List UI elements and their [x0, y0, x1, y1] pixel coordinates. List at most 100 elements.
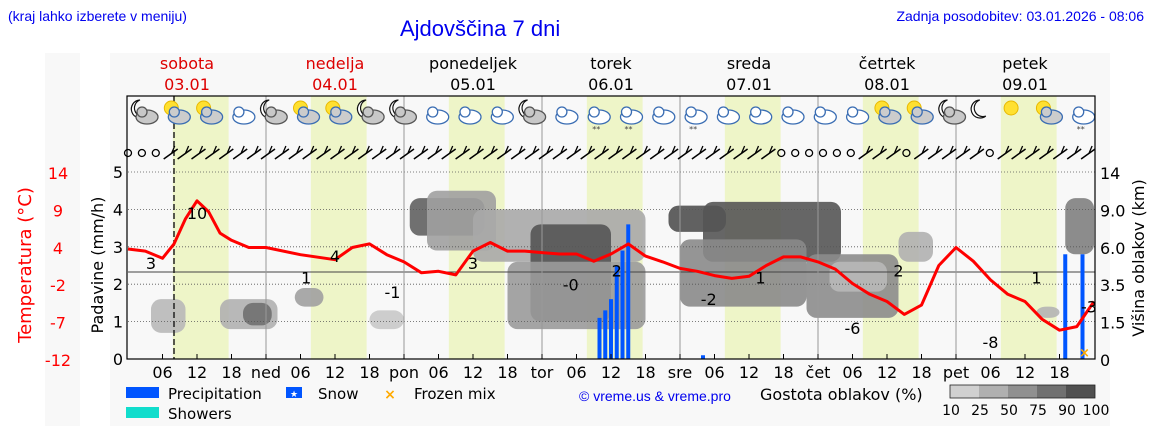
day-headers: sobota 03.01 nedelja 04.01 ponedeljek 05.01 to…: [160, 54, 1049, 94]
day-header: sobota 03.01: [160, 54, 214, 94]
svg-text:9.0: 9.0: [1100, 201, 1125, 220]
cloud-region: [151, 299, 186, 333]
cloudy-snow-icon: **: [619, 106, 644, 134]
svg-text:03.01: 03.01: [164, 75, 210, 94]
wind-barb-icon: [524, 145, 540, 160]
wind-barb-icon: [177, 145, 193, 160]
day-header: nedelja 04.01: [306, 54, 365, 94]
night-cloudy-icon: [938, 99, 967, 125]
svg-text:06.01: 06.01: [588, 75, 634, 94]
temperature-label: -0: [563, 276, 579, 295]
precip-bar: [597, 317, 602, 359]
credit-link[interactable]: © vreme.us & vreme.pro: [579, 388, 731, 404]
wind-barbs-row: [123, 145, 1096, 160]
wind-barb-icon: [1052, 145, 1068, 160]
cloud-region: [680, 239, 807, 307]
svg-text:04.01: 04.01: [312, 75, 358, 94]
svg-text:05.01: 05.01: [450, 75, 496, 94]
calm-wind-icon: [902, 148, 911, 158]
wind-barb-icon: [760, 145, 776, 160]
precip-axis-title: Padavine (mm/h): [88, 197, 107, 334]
wind-barb-icon: [413, 145, 429, 160]
svg-text:-7: -7: [50, 314, 66, 333]
x-tick-label: 12: [187, 363, 207, 382]
cloud-region: [369, 310, 404, 330]
x-tick-label: 06: [428, 363, 448, 382]
svg-text:14: 14: [48, 164, 68, 183]
wind-barb-icon: [747, 145, 762, 160]
x-tick-label: 06: [704, 363, 724, 382]
day-header: četrtek 08.01: [859, 54, 917, 94]
svg-text:0: 0: [1100, 351, 1110, 370]
svg-text:-2: -2: [50, 276, 66, 295]
cloudy-snow-icon: **: [1072, 106, 1096, 134]
x-tick-label: 18: [221, 363, 241, 382]
wind-barb-icon: [705, 145, 721, 160]
region-hint[interactable]: (kraj lahko izberete v meniju): [8, 8, 187, 24]
svg-text:petek: petek: [1002, 54, 1048, 73]
svg-text:90: 90: [1058, 403, 1076, 419]
x-tick-label: 12: [463, 363, 483, 382]
svg-text:14: 14: [1100, 164, 1120, 183]
cloud-density-title: Gostota oblakov (%): [760, 385, 923, 404]
temperature-label: -6: [845, 319, 861, 338]
wind-barb-icon: [872, 145, 888, 160]
svg-text:0: 0: [113, 350, 123, 369]
wind-barb-icon: [441, 145, 457, 160]
cloudy-icon: [716, 106, 741, 125]
wind-barb-icon: [997, 145, 1013, 160]
temperature-label: 10: [187, 204, 207, 223]
cloudy-icon: [845, 106, 870, 125]
x-tick-label: 12: [325, 363, 345, 382]
x-tick-label: 06: [842, 363, 862, 382]
wind-barb-icon: [316, 145, 332, 160]
calm-wind-icon: [846, 148, 855, 158]
day-header: petek 09.01: [1002, 54, 1048, 94]
cloud-region: [898, 231, 933, 262]
wind-barb-icon: [232, 145, 248, 160]
wind-barb-icon: [191, 145, 206, 160]
svg-text:**: **: [1077, 125, 1085, 134]
svg-text:**: **: [592, 125, 600, 134]
wind-barb-icon: [399, 145, 415, 160]
x-tick-label: 06: [152, 363, 172, 382]
grid: [128, 96, 1095, 359]
temperature-label: 1: [301, 269, 311, 288]
precip-bar: [626, 224, 631, 359]
sun-cloud-icon: [1035, 100, 1064, 125]
temperature-label: 2: [612, 261, 622, 280]
page-title: Ajdovščina 7 dni: [400, 16, 561, 41]
svg-text:nedelja: nedelja: [306, 54, 365, 73]
wind-barb-icon: [371, 145, 387, 160]
x-tick-label: pon: [389, 363, 419, 382]
day-header: ponedeljek 05.01: [429, 54, 518, 94]
legend-precipitation: Precipitation: [168, 385, 262, 403]
wind-barb-icon: [288, 145, 304, 160]
svg-text:10: 10: [942, 403, 960, 419]
legend-showers: Showers: [168, 405, 232, 423]
wind-barb-icon: [566, 145, 582, 160]
weather-icons-row: ** ** ** **: [130, 99, 1096, 134]
wind-barb-icon: [218, 145, 234, 160]
svg-text:75: 75: [1029, 403, 1047, 419]
wind-barb-icon: [1080, 145, 1096, 160]
sun-cloud-icon: [196, 100, 224, 125]
precip-bar: [701, 355, 705, 359]
night-cloudy-icon: [130, 99, 159, 125]
cloudy-icon: [813, 106, 837, 125]
wind-barb-icon: [608, 145, 623, 160]
x-tick-label: čet: [806, 363, 831, 382]
svg-text:5: 5: [113, 163, 123, 182]
temperature-axis-panel: [45, 53, 80, 426]
x-tick-label: 18: [359, 363, 379, 382]
wind-barb-icon: [357, 145, 373, 160]
cloudy-icon: [652, 106, 676, 125]
x-tick-label: pet: [943, 363, 969, 382]
wind-barb-icon: [719, 145, 735, 160]
x-axis-ticks: 06 12 18 ned 06 12 18 pon 06 12 18 tor 06 12 18 sre 06 12…: [152, 354, 1070, 382]
svg-text:3.5: 3.5: [1100, 276, 1125, 295]
cloud-region: [1036, 306, 1060, 318]
calm-wind-icon: [818, 148, 828, 158]
temperature-label: -8: [983, 333, 999, 352]
sun-cloud-icon: [163, 100, 191, 125]
